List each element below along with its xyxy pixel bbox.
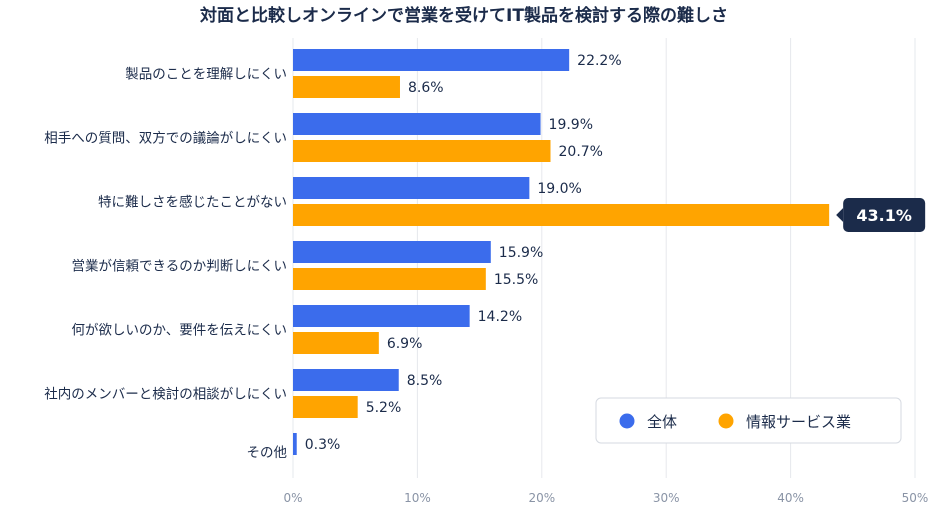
bar-it-services xyxy=(293,268,486,290)
data-label: 6.9% xyxy=(387,336,423,352)
x-tick-label: 30% xyxy=(653,491,680,505)
legend-marker xyxy=(619,413,635,429)
data-label: 8.5% xyxy=(407,373,443,389)
x-tick-label: 10% xyxy=(404,491,431,505)
highlight-callout: 43.1% xyxy=(836,198,926,232)
data-label: 20.7% xyxy=(559,144,603,160)
bar-it-services xyxy=(293,76,400,98)
data-label: 15.9% xyxy=(499,245,543,261)
bar-it-services xyxy=(293,140,551,162)
data-label: 0.3% xyxy=(305,437,341,453)
bar-overall xyxy=(293,305,470,327)
data-label: 15.5% xyxy=(494,272,538,288)
data-label: 5.2% xyxy=(366,400,402,416)
legend-box xyxy=(595,397,902,444)
x-axis: 0% 10% 20% 30% 40% 50% xyxy=(283,491,928,505)
bar-overall xyxy=(293,433,297,455)
x-tick-label: 40% xyxy=(777,491,804,505)
callout-pointer xyxy=(836,208,844,222)
bar-overall xyxy=(293,49,570,71)
category-label: 社内のメンバーと検討の相談がしにくい xyxy=(44,387,287,403)
data-label: 19.0% xyxy=(537,181,581,197)
chart-title: 対面と比較しオンラインで営業を受けてIT製品を検討する際の難しさ xyxy=(199,5,728,26)
callout-box xyxy=(843,198,926,232)
category-label: 特に難しさを感じたことがない xyxy=(98,194,287,211)
category-labels: 製品のことを理解しにくい相手への質問、双方での議論がしにくい特に難しさを感じたこ… xyxy=(44,67,287,462)
data-label: 8.6% xyxy=(408,80,444,96)
bar-it-services xyxy=(293,332,379,354)
category-label: 何が欲しいのか、要件を伝えにくい xyxy=(72,323,287,339)
bar-overall xyxy=(293,113,541,135)
category-label: 製品のことを理解しにくい xyxy=(125,67,287,83)
category-label: その他 xyxy=(247,445,288,461)
data-label: 22.2% xyxy=(577,53,621,69)
data-label: 14.2% xyxy=(478,309,522,325)
x-tick-label: 50% xyxy=(902,491,929,505)
legend: 全体 情報サービス業 xyxy=(595,397,902,444)
callout-label: 43.1% xyxy=(856,206,912,225)
bar-it-services xyxy=(293,396,358,418)
bar-overall xyxy=(293,369,399,391)
category-label: 相手への質問、双方での議論がしにくい xyxy=(44,130,287,147)
legend-label: 情報サービス業 xyxy=(746,413,851,431)
bar-overall xyxy=(293,177,530,199)
bar-overall xyxy=(293,241,491,263)
category-label: 営業が信頼できるのか判断しにくい xyxy=(72,259,287,275)
x-tick-label: 20% xyxy=(528,491,555,505)
data-label: 19.9% xyxy=(549,117,593,133)
bar-it-services xyxy=(293,204,830,226)
x-tick-label: 0% xyxy=(283,491,302,505)
bars: 22.2% 8.6% 19.9% 20.7% 19.0% 15.9% 15.5% 14.2% 6… xyxy=(293,49,830,455)
legend-label: 全体 xyxy=(647,413,677,431)
legend-marker xyxy=(718,413,734,429)
